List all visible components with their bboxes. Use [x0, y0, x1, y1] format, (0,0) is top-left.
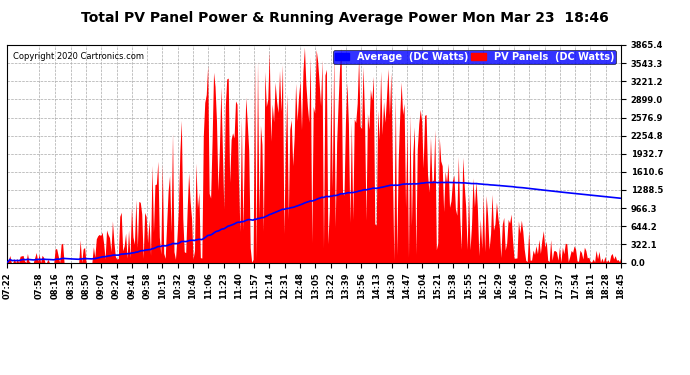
- Legend: Average  (DC Watts), PV Panels  (DC Watts): Average (DC Watts), PV Panels (DC Watts): [333, 50, 616, 64]
- Text: Copyright 2020 Cartronics.com: Copyright 2020 Cartronics.com: [13, 51, 144, 60]
- Text: Total PV Panel Power & Running Average Power Mon Mar 23  18:46: Total PV Panel Power & Running Average P…: [81, 11, 609, 25]
